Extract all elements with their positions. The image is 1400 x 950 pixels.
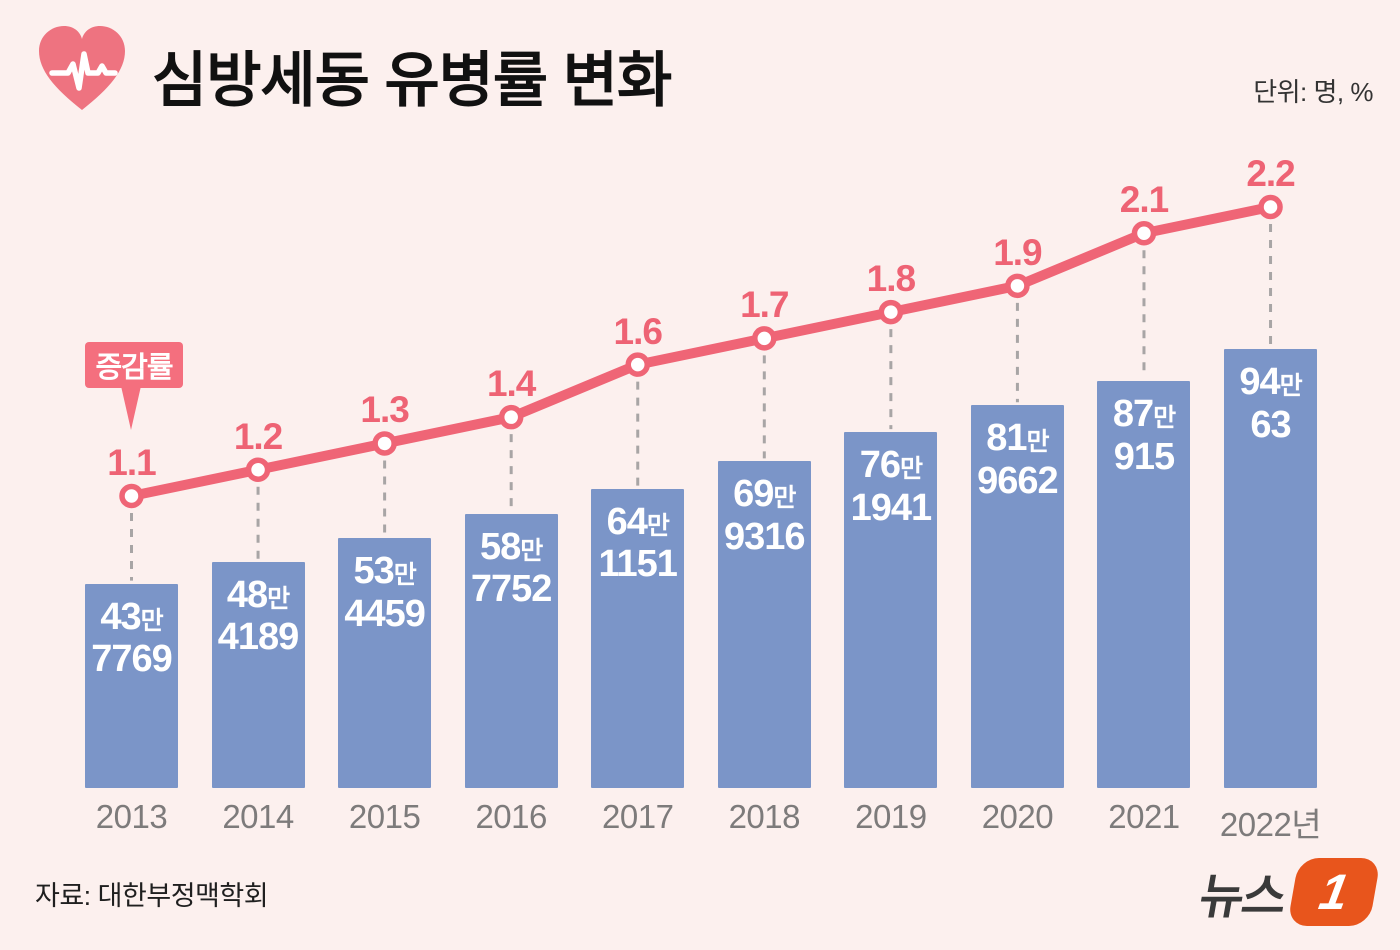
bar-2021: 87만 915 [1097,381,1191,788]
bar-2014: 48만 4189 [211,561,305,788]
x-axis-label-2022년: 2022년 [1219,806,1322,843]
x-axis-label-2013: 2013 [95,798,168,835]
line-point-value-label: 2.2 [1246,153,1295,194]
bar-value-label: 53만 4459 [344,550,426,635]
man-unit-suffix: 만 [1279,372,1303,400]
line-point-value-label: 1.6 [613,310,663,352]
bar-value-label: 64만 1151 [598,500,678,586]
line-point-value-label: 1.1 [107,442,156,483]
line-point [1005,273,1030,299]
line-point-value-label: 2.1 [1119,179,1169,221]
line-point-value-label: 1.2 [233,415,283,457]
news1-logo: 뉴스 1 [1195,856,1381,928]
bar-value-label: 69만 9316 [724,473,806,558]
rate-callout-text: 증감률 [95,352,173,384]
man-unit-suffix: 만 [1026,428,1050,457]
heart-ecg-icon [30,20,134,120]
line-point [1258,194,1283,220]
man-unit-suffix: 만 [393,561,417,590]
line-point-value-label: 1.8 [866,258,916,300]
bar-2013: 43만 7769 [85,583,178,788]
x-axis-label-2018: 2018 [728,798,801,835]
bar-value-label: 87만 915 [1112,393,1176,478]
ecg-line [49,51,118,91]
line-point [625,352,650,377]
bar-value-label: 43만 7769 [91,595,173,681]
x-axis-label-2019: 2019 [855,798,927,835]
man-unit-suffix: 만 [267,584,290,613]
line-point [752,326,777,351]
line-point [245,457,271,482]
bar-value-label: 58만 7752 [470,525,553,611]
man-unit-suffix: 만 [773,484,796,513]
news1-logo-badge-digit: 1 [1315,864,1353,920]
x-axis-label-2021: 2021 [1108,798,1180,835]
rate-callout-label: 증감률 [85,342,183,388]
bar-2019: 76만 1941 [844,432,938,788]
line-point [498,404,524,430]
bar-2022년: 94만 63 [1224,349,1318,788]
rate-callout-pointer [121,386,141,430]
x-axis-label-2017: 2017 [602,798,674,835]
bar-value-label: 48만 4189 [217,573,300,659]
bar-value-label: 94만 63 [1239,361,1303,446]
bar-2016: 58만 7752 [464,513,558,788]
bar-2015: 53만 4459 [338,538,432,788]
man-unit-suffix: 만 [1153,404,1176,433]
line-point-value-label: 1.7 [740,284,789,326]
line-point [1131,221,1157,246]
man-unit-suffix: 만 [140,606,164,635]
line-point-value-label: 1.9 [993,231,1042,273]
unit-label: 단위: 명, % [1253,77,1373,107]
man-unit-suffix: 만 [899,455,923,484]
x-axis-label-2015: 2015 [348,798,421,835]
x-axis-label-2016: 2016 [475,798,547,835]
line-point-value-label: 1.4 [486,363,536,405]
man-unit-suffix: 만 [646,511,670,540]
heart-icon-svg [39,26,125,110]
line-point [372,431,397,456]
x-axis-label-2020: 2020 [981,798,1054,835]
bar-value-label: 81만 9662 [977,417,1059,502]
news1-logo-text: 뉴스 [1195,871,1289,924]
x-axis-label-2014: 2014 [222,798,294,835]
line-point [878,299,904,325]
man-unit-suffix: 만 [520,536,543,565]
line-point-value-label: 1.3 [360,389,409,431]
source-label: 자료: 대한부정맥학회 [35,881,269,911]
news1-logo-badge: 1 [1287,858,1381,926]
page-title: 심방세동 유병률 변화 [152,47,672,114]
line-point [119,483,144,509]
bar-2017: 64만 1151 [591,488,685,788]
bar-value-label: 76만 1941 [850,444,933,529]
bar-2020: 81만 9662 [970,405,1064,788]
bar-2018: 69만 9316 [717,461,811,788]
